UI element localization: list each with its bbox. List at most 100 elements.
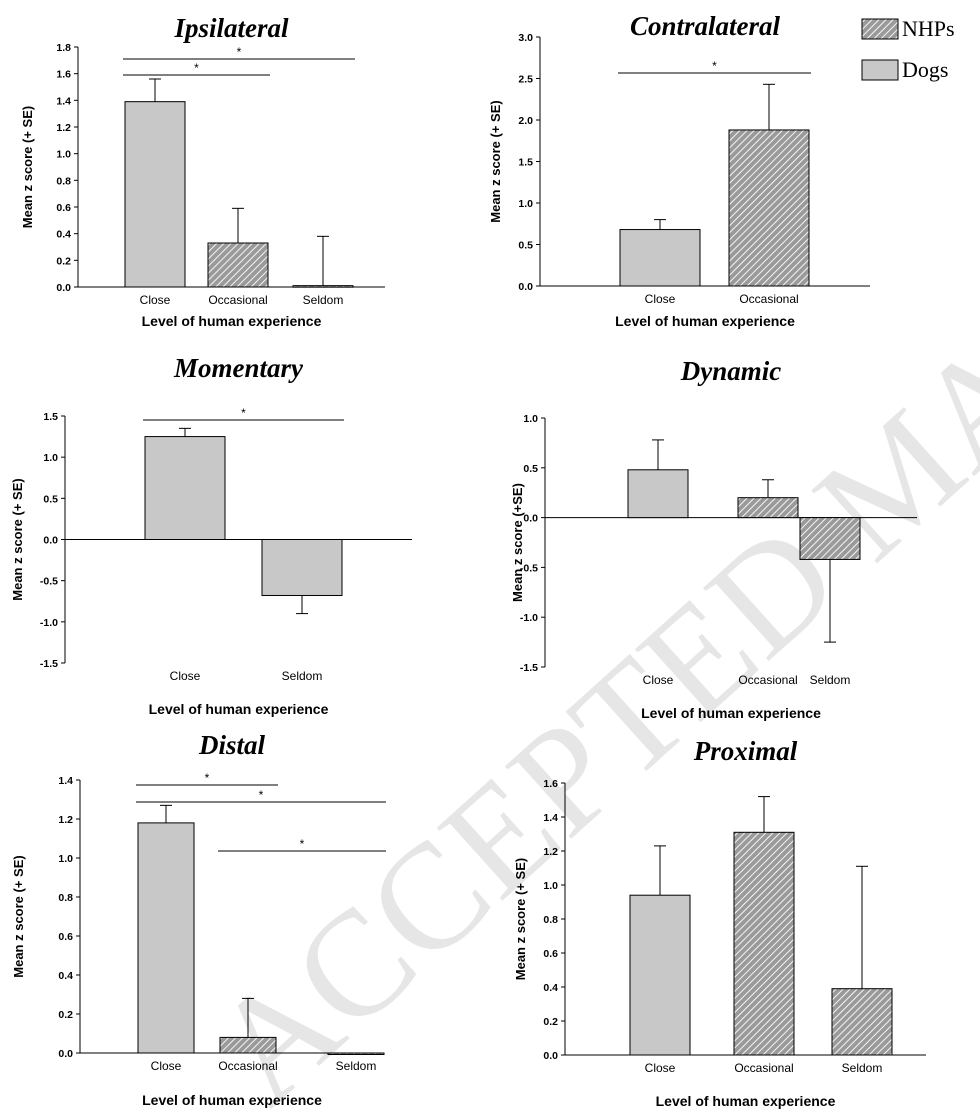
- y-tick-label: 1.0: [523, 413, 538, 425]
- category-label: Seldom: [336, 1059, 377, 1073]
- bar: [261, 539, 343, 596]
- category-label: Occasional: [208, 293, 267, 307]
- y-tick-label: 0.8: [543, 914, 558, 926]
- category-label: Close: [170, 669, 201, 683]
- panel-title: Momentary: [173, 353, 304, 383]
- bar: [627, 469, 689, 519]
- category-label: Occasional: [734, 1061, 793, 1075]
- category-label: Seldom: [282, 669, 323, 683]
- legend-swatch-dogs: [861, 59, 899, 81]
- y-tick-label: 0.6: [543, 948, 558, 960]
- y-tick-label: 0.0: [523, 513, 538, 525]
- category-label: Seldom: [303, 293, 344, 307]
- y-tick-label: 1.5: [518, 157, 533, 169]
- y-tick-label: -0.5: [40, 576, 58, 588]
- legend-label-nhps: NHPs: [902, 16, 955, 41]
- y-tick-label: 0.5: [43, 493, 58, 505]
- y-tick-label: 1.4: [543, 812, 558, 824]
- y-tick-label: 1.2: [56, 122, 71, 134]
- x-axis-label: Level of human experience: [149, 701, 329, 717]
- y-tick-label: 0.6: [56, 202, 71, 214]
- significance-star: *: [237, 45, 242, 59]
- bar: [327, 1052, 385, 1055]
- category-label: Occasional: [218, 1059, 277, 1073]
- y-axis-label: Mean z score (+SE): [510, 483, 525, 602]
- bar: [619, 229, 701, 287]
- chart-panel: Dynamic -1.5 -1.0 -0.5 0.0 0.5 1.0 Close Occasio…: [510, 356, 917, 721]
- y-axis-label: Mean z score (+ SE): [513, 858, 528, 980]
- y-tick-label: 0.2: [56, 255, 71, 267]
- y-tick-label: 1.2: [543, 846, 558, 858]
- legend-label-dogs: Dogs: [902, 57, 948, 82]
- y-tick-label: 0.2: [58, 1009, 73, 1021]
- bar: [629, 894, 691, 1056]
- y-tick-label: 1.4: [56, 95, 71, 107]
- significance-star: *: [194, 61, 199, 75]
- y-tick-label: -1.0: [40, 617, 58, 629]
- chart-panel: Ipsilateral 0.0 0.2 0.4 0.6 0.8 1.0 1.2 1.4 1.6 1.…: [20, 13, 385, 329]
- panel-title: Proximal: [693, 736, 798, 766]
- y-tick-label: 0.4: [56, 229, 71, 241]
- y-tick-label: 0.6: [58, 931, 73, 943]
- category-label: Close: [645, 1061, 676, 1075]
- category-label: Occasional: [738, 673, 797, 687]
- y-axis-label: Mean z score (+ SE): [10, 478, 25, 600]
- y-tick-label: 1.0: [543, 880, 558, 892]
- chart-panel: Contralateral 0.0 0.5 1.0 1.5 2.0 2.5 3.0 Close O…: [488, 11, 870, 329]
- significance-star: *: [241, 406, 246, 420]
- y-axis-label: Mean z score (+ SE): [20, 106, 35, 228]
- bar: [207, 242, 269, 288]
- y-tick-label: 1.6: [56, 69, 71, 81]
- chart-panel: Momentary -1.5 -1.0 -0.5 0.0 0.5 1.0 1.5 Close Se…: [10, 353, 412, 717]
- y-tick-label: 3.0: [518, 32, 533, 44]
- y-tick-label: 1.0: [56, 149, 71, 161]
- y-tick-label: -1.5: [520, 662, 538, 674]
- chart-panels: Ipsilateral 0.0 0.2 0.4 0.6 0.8 1.0 1.2 1.4 1.6 1.…: [10, 11, 926, 1109]
- y-tick-label: 0.0: [43, 535, 58, 547]
- y-tick-label: 1.0: [518, 198, 533, 210]
- y-tick-label: 1.8: [56, 42, 71, 54]
- y-tick-label: 1.5: [43, 411, 58, 423]
- y-tick-label: 2.5: [518, 74, 533, 86]
- y-tick-label: 0.0: [518, 281, 533, 293]
- significance-star: *: [205, 771, 210, 785]
- y-tick-label: 0.0: [58, 1048, 73, 1060]
- y-tick-label: 1.0: [58, 853, 73, 865]
- category-label: Occasional: [739, 292, 798, 306]
- bar: [831, 988, 893, 1056]
- category-label: Close: [645, 292, 676, 306]
- panel-title: Contralateral: [630, 11, 781, 41]
- y-tick-label: 0.8: [56, 175, 71, 187]
- bar: [124, 101, 186, 288]
- legend: NHPs Dogs: [861, 16, 955, 82]
- y-tick-label: -1.5: [40, 658, 58, 670]
- bar: [137, 822, 195, 1054]
- x-axis-label: Level of human experience: [656, 1093, 836, 1109]
- y-tick-label: 1.2: [58, 814, 73, 826]
- bar: [728, 129, 810, 287]
- y-tick-label: 0.4: [58, 970, 73, 982]
- x-axis-label: Level of human experience: [142, 313, 322, 329]
- panel-title: Distal: [198, 730, 266, 760]
- x-axis-label: Level of human experience: [142, 1092, 322, 1108]
- y-tick-label: 1.0: [43, 452, 58, 464]
- y-tick-label: 0.5: [523, 463, 538, 475]
- bar: [144, 436, 226, 541]
- panel-title: Ipsilateral: [173, 13, 289, 43]
- category-label: Close: [140, 293, 171, 307]
- y-tick-label: 0.4: [543, 982, 558, 994]
- chart-panel: Proximal 0.0 0.2 0.4 0.6 0.8 1.0 1.2 1.4 1.6 Close…: [513, 736, 926, 1109]
- y-tick-label: 0.0: [56, 282, 71, 294]
- significance-star: *: [259, 788, 264, 802]
- y-tick-label: 2.0: [518, 115, 533, 127]
- significance-star: *: [712, 59, 717, 73]
- x-axis-label: Level of human experience: [641, 705, 821, 721]
- chart-panel: Distal 0.0 0.2 0.4 0.6 0.8 1.0 1.2 1.4 Close Occas…: [11, 730, 386, 1108]
- category-label: Close: [151, 1059, 182, 1073]
- panel-title: Dynamic: [680, 356, 782, 386]
- bar: [799, 517, 861, 560]
- significance-star: *: [300, 837, 305, 851]
- bar: [292, 285, 354, 288]
- y-axis-label: Mean z score (+ SE): [488, 100, 503, 222]
